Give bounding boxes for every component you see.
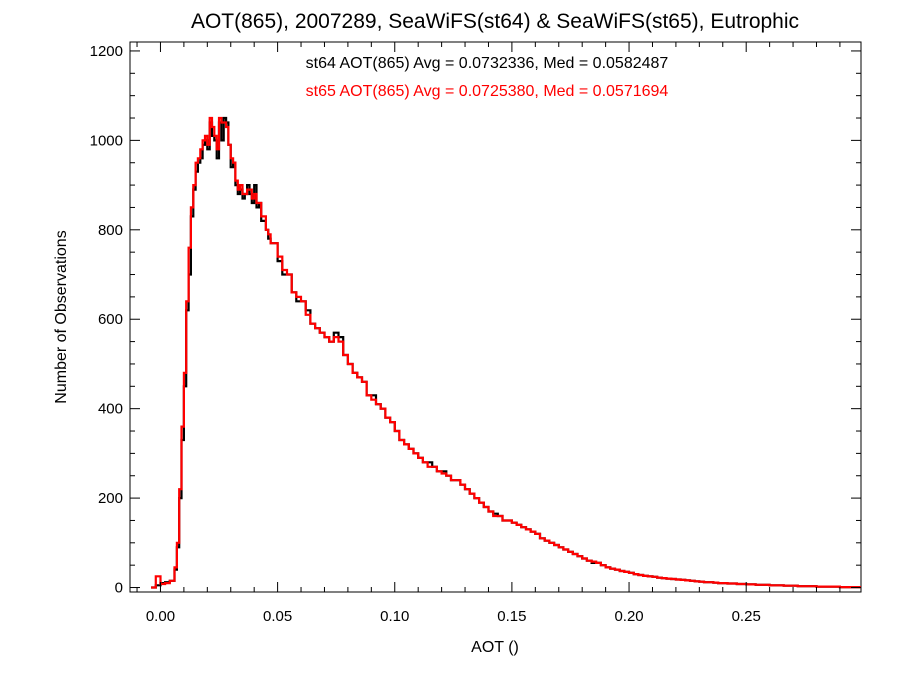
y-axis: 0 200 400 600 800 1000 1200 [90, 43, 861, 597]
plot-frame [129, 41, 862, 593]
x-tick-label: 0.20 [614, 608, 643, 625]
x-tick-label: 0.25 [732, 608, 761, 625]
y-tick-label: 800 [98, 222, 123, 239]
y-tick-label: 1000 [90, 132, 123, 149]
y-tick-label: 400 [98, 401, 123, 418]
x-tick-label: 0.05 [263, 608, 292, 625]
x-tick-label: 0.00 [146, 608, 175, 625]
x-tick-label: 0.15 [497, 608, 526, 625]
x-axis: 0.00 0.05 0.10 0.15 0.20 0.25 [136, 42, 841, 625]
series-st64-line [151, 116, 861, 589]
x-tick-label: 0.10 [380, 608, 409, 625]
series-layer [151, 116, 861, 589]
y-tick-label: 200 [98, 490, 123, 507]
chart-title: AOT(865), 2007289, SeaWiFS(st64) & SeaWi… [191, 10, 799, 33]
y-axis-label: Number of Observations [53, 230, 70, 403]
annotation-st64-stats: st64 AOT(865) Avg = 0.0732336, Med = 0.0… [306, 55, 669, 72]
y-tick-label: 1200 [90, 43, 123, 60]
series-st65-line [151, 116, 861, 589]
annotation-st65-stats: st65 AOT(865) Avg = 0.0725380, Med = 0.0… [306, 83, 669, 100]
y-tick-label: 600 [98, 311, 123, 328]
y-tick-label: 0 [115, 580, 123, 597]
x-axis-label: AOT () [471, 639, 519, 656]
